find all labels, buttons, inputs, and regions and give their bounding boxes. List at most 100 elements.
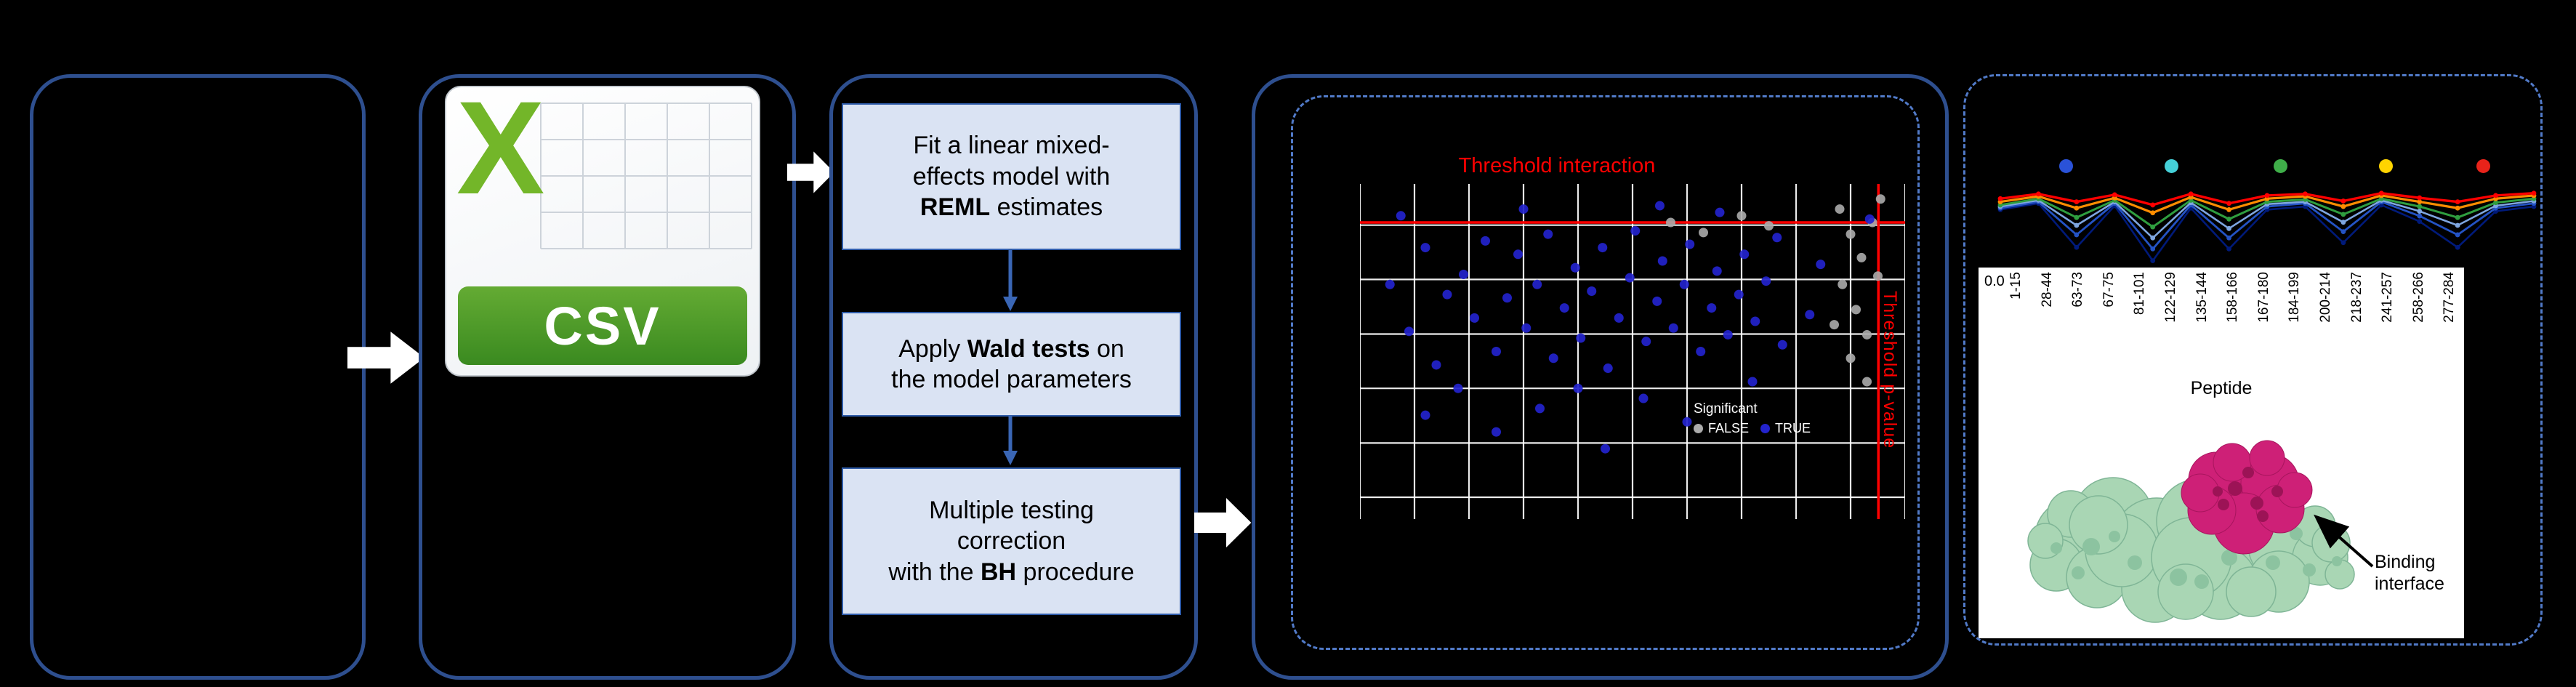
- scatter-point-blue: [1630, 226, 1641, 236]
- scatter-point-blue: [1492, 427, 1501, 437]
- x-tick-label: 167-180: [2255, 272, 2271, 323]
- scatter-point-gray: [1666, 217, 1675, 228]
- scatter-point-gray: [1846, 229, 1856, 239]
- scatter-point-gray: [1856, 252, 1867, 262]
- profile-point: [2074, 205, 2080, 211]
- results-box: [1252, 74, 1949, 680]
- profile-point: [2188, 191, 2194, 197]
- profile-point: [2493, 193, 2498, 198]
- profile-point: [2150, 246, 2156, 252]
- scatter-point-blue: [1747, 377, 1758, 387]
- scatter-point-blue: [1492, 347, 1501, 356]
- protein-structure-image: [2027, 440, 2355, 623]
- excel-x-logo: X: [456, 86, 545, 222]
- scatter-point-blue: [1396, 211, 1406, 221]
- legend-item: TRUE: [1760, 421, 1811, 436]
- step-bh-box: Multiple testing correction with the BH …: [842, 467, 1181, 615]
- x-tick-label: 184-199: [2287, 272, 2303, 323]
- threshold-interaction-label: Threshold interaction: [1458, 154, 1656, 177]
- scatter-point-blue: [1470, 313, 1479, 323]
- scatter-point-blue: [1657, 256, 1667, 266]
- scatter-point-blue: [1598, 243, 1608, 253]
- scatter-point-blue: [1712, 266, 1722, 276]
- scatter-point-blue: [1816, 260, 1826, 270]
- legend-dot: [1694, 424, 1703, 433]
- scatter-point-blue: [1459, 269, 1468, 279]
- scatter-point-blue: [1521, 323, 1531, 333]
- profile-point: [2417, 209, 2423, 214]
- scatter-point-blue: [1548, 353, 1558, 363]
- step-reml-text: Fit a linear mixed- effects model with R…: [912, 132, 1111, 222]
- legend-label: TRUE: [1775, 421, 1811, 435]
- profile-point: [2340, 212, 2346, 217]
- scatter-point-blue: [1679, 279, 1689, 289]
- profile-point: [2264, 193, 2270, 198]
- x-axis-title: Peptide: [2190, 378, 2253, 398]
- profile-point: [2417, 199, 2423, 204]
- scatter-point-blue: [1481, 236, 1490, 246]
- x-tick-label: 277-284: [2442, 272, 2458, 323]
- profile-point: [2455, 232, 2460, 238]
- right-arrow-icon: [347, 332, 424, 384]
- profile-point: [2340, 240, 2346, 246]
- peptide-results-frame: [1963, 74, 2543, 646]
- scatter-point-blue: [1502, 293, 1512, 303]
- profile-point: [2074, 232, 2080, 238]
- scatter-point-blue: [1761, 276, 1771, 286]
- scatter-point-blue: [1404, 326, 1414, 337]
- profile-point: [2417, 219, 2423, 224]
- scatter-point-blue: [1535, 403, 1545, 414]
- scatter-point-blue: [1864, 214, 1875, 224]
- x-tick-label: 122-129: [2163, 272, 2178, 323]
- profile-point: [2036, 191, 2041, 197]
- scatter-point-gray: [1830, 320, 1839, 330]
- legend-items: FALSE TRUE: [1694, 421, 1822, 437]
- scatter-point-gray: [1764, 221, 1774, 231]
- profile-point: [2226, 235, 2231, 241]
- scatter-point-blue: [1603, 363, 1613, 374]
- scatter-point-blue: [1420, 243, 1430, 253]
- scatter-point-blue: [1641, 337, 1651, 347]
- peptide-plot-panel: 0.0 1-15 28-44 63-73 67-75 81-101 122-129 135-…: [1979, 268, 2464, 638]
- scatter-point-blue: [1668, 323, 1678, 333]
- profile-point: [2417, 213, 2423, 219]
- right-arrow-icon: [787, 151, 834, 193]
- scatter-point-gray: [1862, 329, 1872, 340]
- scatter-point-blue: [1453, 383, 1463, 393]
- x-tick-label: 158-166: [2225, 272, 2241, 323]
- legend-label: FALSE: [1708, 421, 1750, 435]
- scatter-point-gray: [1846, 353, 1856, 363]
- csv-file-icon: X CSV: [445, 86, 760, 377]
- profile-point: [2455, 222, 2460, 228]
- scatter-point-gray: [1873, 271, 1883, 281]
- scatter-point-blue: [1601, 443, 1610, 454]
- volcano-scatter-plot: [1360, 184, 1905, 519]
- right-arrow-icon: [1194, 498, 1252, 547]
- profile-point: [2455, 199, 2460, 204]
- step-wald-text: Apply Wald tests on the model parameters: [891, 334, 1132, 394]
- profile-point: [2074, 244, 2080, 250]
- scatter-point-blue: [1777, 340, 1787, 350]
- profile-point: [1997, 196, 2003, 201]
- x-tick-label: 135-144: [2194, 272, 2210, 323]
- csv-label-band: CSV: [458, 286, 747, 365]
- profile-point: [2340, 198, 2346, 204]
- condition-dot: [2379, 159, 2394, 173]
- profile-point: [2303, 191, 2308, 197]
- scatter-point-blue: [1655, 201, 1665, 211]
- profile-point: [2226, 216, 2231, 222]
- legend-title: Significant: [1694, 401, 1758, 417]
- uptake-line-chart: [1997, 190, 2537, 263]
- step-bh-text: Multiple testing correction with the BH …: [888, 496, 1135, 586]
- binding-interface-label: Binding interface: [2375, 552, 2444, 594]
- profile-point: [2417, 195, 2423, 201]
- scatter-point-blue: [1532, 279, 1542, 289]
- scatter-point-blue: [1696, 347, 1706, 356]
- scatter-legend: Significant FALSE TRUE: [1694, 401, 1822, 437]
- scatter-point-gray: [1736, 211, 1747, 221]
- x-tick-label: 1-15: [2008, 272, 2024, 300]
- scatter-point-blue: [1513, 249, 1523, 260]
- x-tick-label: 218-237: [2348, 272, 2364, 323]
- profile-point: [2150, 235, 2156, 241]
- step-reml-box: Fit a linear mixed- effects model with R…: [842, 103, 1181, 250]
